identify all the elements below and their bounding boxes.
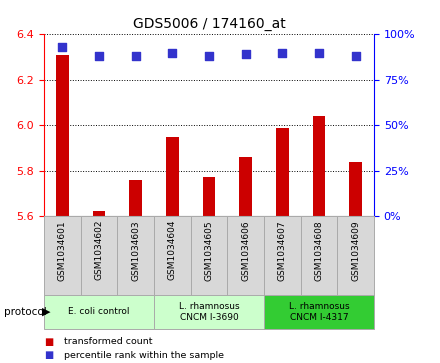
Point — [279, 50, 286, 56]
Point — [315, 50, 323, 56]
Bar — [202, 178, 216, 216]
Point — [169, 50, 176, 56]
Text: GSM1034603: GSM1034603 — [131, 220, 140, 281]
Title: GDS5006 / 174160_at: GDS5006 / 174160_at — [132, 17, 286, 31]
Point — [205, 53, 213, 59]
Bar — [154, 295, 264, 329]
Bar — [239, 157, 252, 216]
Text: E. coli control: E. coli control — [68, 307, 130, 316]
Bar — [56, 55, 69, 216]
Bar — [264, 295, 374, 329]
Bar — [191, 216, 227, 296]
Text: protocol: protocol — [4, 307, 47, 317]
Bar — [92, 211, 106, 216]
Point — [242, 52, 249, 57]
Text: GSM1034607: GSM1034607 — [278, 220, 287, 281]
Text: ▶: ▶ — [42, 307, 50, 317]
Text: percentile rank within the sample: percentile rank within the sample — [64, 351, 224, 359]
Point — [352, 53, 359, 59]
Point — [132, 53, 139, 59]
Text: GSM1034608: GSM1034608 — [315, 220, 323, 281]
Bar — [264, 216, 301, 296]
Bar — [276, 127, 289, 216]
Bar — [166, 136, 179, 216]
Bar — [337, 216, 374, 296]
Bar — [301, 216, 337, 296]
Text: GSM1034604: GSM1034604 — [168, 220, 177, 281]
Text: ■: ■ — [44, 337, 53, 347]
Bar — [117, 216, 154, 296]
Text: GSM1034609: GSM1034609 — [351, 220, 360, 281]
Point — [95, 53, 103, 59]
Bar — [44, 216, 81, 296]
Text: GSM1034602: GSM1034602 — [95, 220, 103, 281]
Text: transformed count: transformed count — [64, 338, 152, 346]
Bar — [44, 295, 154, 329]
Bar — [81, 216, 117, 296]
Bar — [312, 116, 326, 216]
Text: L. rhamnosus
CNCM I-3690: L. rhamnosus CNCM I-3690 — [179, 302, 239, 322]
Text: GSM1034606: GSM1034606 — [241, 220, 250, 281]
Bar — [154, 216, 191, 296]
Text: GSM1034605: GSM1034605 — [205, 220, 213, 281]
Bar — [129, 180, 142, 216]
Text: GSM1034601: GSM1034601 — [58, 220, 67, 281]
Bar — [349, 162, 362, 216]
Text: L. rhamnosus
CNCM I-4317: L. rhamnosus CNCM I-4317 — [289, 302, 349, 322]
Text: ■: ■ — [44, 350, 53, 360]
Bar — [227, 216, 264, 296]
Point — [59, 44, 66, 50]
